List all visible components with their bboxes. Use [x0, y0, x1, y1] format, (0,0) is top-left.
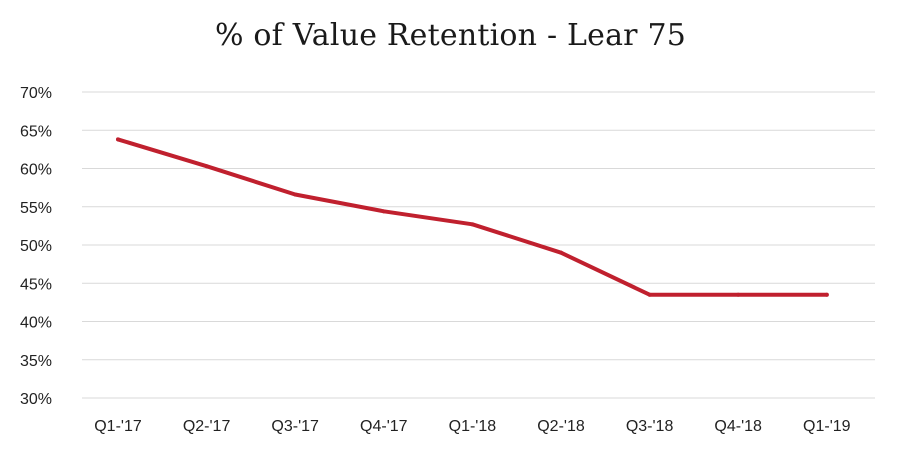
y-tick-label: 35%	[20, 353, 52, 370]
y-tick-label: 50%	[20, 238, 52, 255]
y-tick-label: 60%	[20, 162, 52, 179]
data-point	[736, 292, 741, 297]
x-tick-label: Q2-'17	[183, 418, 231, 435]
data-point	[381, 209, 386, 214]
series-line	[116, 137, 829, 297]
gridlines	[82, 91, 875, 399]
x-tick-label: Q4-'18	[714, 418, 762, 435]
x-tick-label: Q1-'18	[449, 418, 497, 435]
data-point	[293, 192, 298, 197]
y-tick-label: 70%	[20, 85, 52, 102]
x-tick-label: Q4-'17	[360, 418, 408, 435]
data-point	[559, 250, 563, 255]
y-tick-label: 45%	[20, 276, 52, 293]
chart-title: % of Value Retention - Lear 75	[214, 18, 687, 53]
x-tick-label: Q2-'18	[537, 418, 585, 435]
y-tick-label: 40%	[20, 315, 52, 332]
data-point	[116, 137, 120, 142]
x-tick-label: Q3-'18	[626, 418, 674, 435]
y-axis-tick-labels: 30% 35% 40% 45% 50% 55% 60% 65% 70%	[20, 85, 52, 408]
x-axis-tick-labels: Q1-'17 Q2-'17 Q3-'17 Q4-'17 Q1-'18 Q2-'18 Q3-'…	[94, 418, 850, 435]
data-point	[204, 164, 209, 169]
series-group	[116, 137, 829, 297]
y-tick-label: 55%	[20, 200, 52, 217]
data-point	[470, 222, 475, 227]
data-point	[824, 292, 829, 297]
y-tick-label: 65%	[20, 123, 52, 140]
x-tick-label: Q1-'17	[94, 418, 142, 435]
y-tick-label: 30%	[20, 391, 52, 408]
data-point	[647, 292, 652, 297]
x-tick-label: Q1-'19	[803, 418, 851, 435]
x-tick-label: Q3-'17	[271, 418, 319, 435]
